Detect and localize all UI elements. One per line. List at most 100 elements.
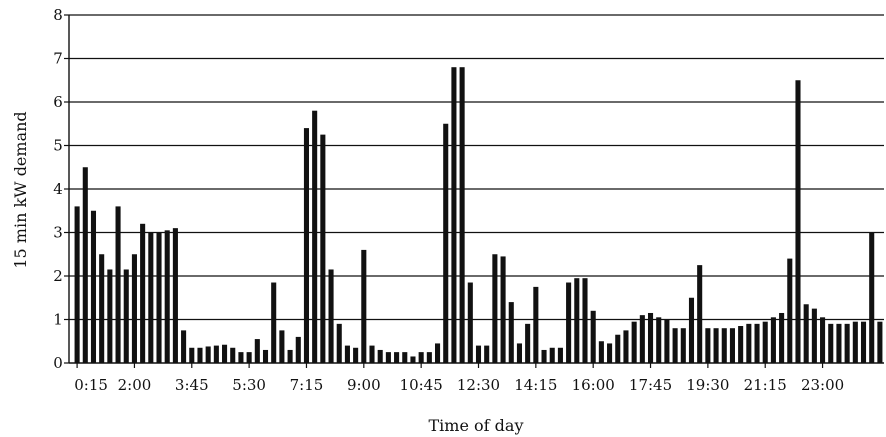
bar: [115, 206, 121, 363]
y-tick-label: 7: [53, 50, 63, 68]
bar: [443, 123, 449, 363]
bar: [156, 232, 162, 363]
bar: [295, 336, 301, 363]
bar: [566, 282, 572, 363]
x-tick-label: 16:00: [572, 376, 615, 394]
bar: [336, 323, 342, 363]
bar: [410, 356, 416, 363]
y-axis-title: 15 min kW demand: [11, 111, 30, 268]
bar: [484, 345, 490, 363]
bar: [312, 110, 318, 363]
x-tick-label: 7:15: [290, 376, 324, 394]
y-tick-label: 5: [53, 137, 63, 155]
bar: [254, 339, 260, 363]
bar: [664, 319, 670, 363]
x-tick-label: 0:15: [74, 376, 108, 394]
x-tick-label: 19:30: [686, 376, 729, 394]
bar: [541, 349, 547, 363]
bar: [148, 232, 154, 363]
bar: [435, 343, 441, 363]
bar: [377, 349, 383, 363]
y-tick-label: 2: [53, 267, 63, 285]
x-tick-label: 17:45: [629, 376, 672, 394]
bar: [123, 269, 129, 363]
bar: [164, 230, 170, 363]
bar: [754, 323, 760, 363]
x-tick-label: 10:45: [400, 376, 443, 394]
x-tick-label: 12:30: [457, 376, 500, 394]
bar: [762, 321, 768, 363]
bar: [631, 321, 637, 363]
bar: [672, 328, 678, 363]
bar: [402, 352, 408, 364]
bar: [877, 321, 883, 363]
bar: [222, 344, 228, 363]
bar: [287, 349, 293, 363]
bar: [74, 206, 80, 363]
bar: [869, 232, 875, 363]
gridlines: [69, 14, 884, 321]
y-tick-label: 8: [53, 6, 63, 24]
bar: [205, 346, 211, 363]
bar: [140, 223, 146, 363]
bar: [582, 278, 588, 363]
bar: [803, 304, 809, 363]
bar: [467, 282, 473, 363]
bar: [844, 323, 850, 363]
y-tick-label: 0: [53, 354, 63, 372]
y-tick-label: 4: [53, 180, 63, 198]
bar: [394, 352, 400, 364]
y-tick-label: 1: [53, 311, 63, 329]
bar: [721, 328, 727, 363]
bar: [262, 349, 269, 363]
bar: [246, 352, 252, 364]
bar: [688, 297, 695, 363]
bar: [344, 345, 350, 363]
bar: [99, 254, 105, 363]
bar: [779, 312, 785, 363]
bar: [385, 352, 391, 364]
bar: [303, 128, 310, 363]
bar: [230, 347, 236, 363]
bar: [860, 321, 867, 363]
bar: [320, 134, 326, 364]
x-tick-label: 9:00: [347, 376, 381, 394]
x-tick-label: 14:15: [514, 376, 557, 394]
bar: [189, 347, 195, 363]
y-tick-label: 6: [53, 93, 63, 111]
bar: [549, 347, 555, 363]
x-tick-label: 2:00: [118, 376, 152, 394]
x-tick-label: 5:30: [232, 376, 266, 394]
bar: [656, 317, 662, 363]
bar: [590, 310, 596, 363]
bar: [451, 67, 457, 363]
bar: [615, 334, 621, 363]
bar: [238, 352, 244, 364]
bar: [574, 278, 580, 363]
x-axis-title: Time of day: [429, 416, 524, 435]
bar: [639, 315, 645, 363]
bar: [426, 352, 432, 364]
bar: [729, 328, 735, 363]
bars: [74, 67, 883, 364]
bar: [623, 330, 629, 364]
x-tick-label: 21:15: [744, 376, 787, 394]
bar: [459, 67, 465, 363]
bar: [525, 323, 531, 363]
bar: [82, 167, 88, 363]
y-axis-ticks: 0 1 2 3 4 5 6 7 8: [53, 6, 69, 372]
bar: [533, 286, 539, 364]
bar: [680, 328, 686, 363]
bar: [492, 254, 498, 363]
bar: [697, 265, 703, 364]
x-axis-ticks: 0:15 2:00 3:45 5:30 7:15 9:00 10:45 12:30 14:15 1…: [74, 363, 844, 394]
x-tick-label: 23:00: [801, 376, 844, 394]
x-tick-label: 3:45: [175, 376, 209, 394]
bar: [811, 308, 817, 364]
bar: [361, 249, 367, 363]
bar: [820, 317, 826, 363]
bar: [713, 328, 719, 363]
bar: [607, 343, 613, 363]
bar: [107, 269, 113, 363]
